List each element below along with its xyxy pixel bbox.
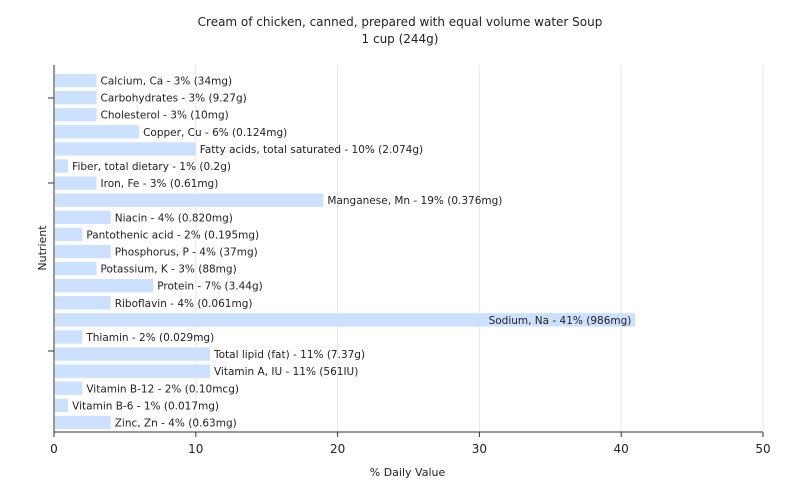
bar-label: Copper, Cu - 6% (0.124mg) <box>143 127 287 139</box>
bar <box>55 381 83 395</box>
bar-label: Potassium, K - 3% (88mg) <box>101 264 237 276</box>
bar <box>55 244 111 259</box>
bar-label: Cholesterol - 3% (10mg) <box>101 110 229 122</box>
x-tick-label: 40 <box>614 442 629 456</box>
bar-label: Thiamin - 2% (0.029mg) <box>85 332 214 344</box>
bar <box>55 125 140 139</box>
bar <box>55 347 210 361</box>
x-tick-label: 20 <box>330 442 345 456</box>
bar-label: Vitamin B-12 - 2% (0.10mcg) <box>86 383 239 395</box>
bar-label: Niacin - 4% (0.820mg) <box>115 212 233 224</box>
bar-label: Carbohydrates - 3% (9.27g) <box>101 93 247 105</box>
bar <box>55 313 636 327</box>
bar-label: Fatty acids, total saturated - 10% (2.07… <box>200 144 423 156</box>
bar-label: Manganese, Mn - 19% (0.376mg) <box>327 195 502 207</box>
bar-label: Riboflavin - 4% (0.061mg) <box>115 298 253 310</box>
bar <box>55 210 111 224</box>
bar <box>55 159 69 173</box>
bar <box>55 398 69 413</box>
bar <box>55 364 210 378</box>
bar-label: Phosphorus, P - 4% (37mg) <box>115 247 258 259</box>
y-axis-label: Nutrient <box>36 225 49 271</box>
bar-label: Vitamin A, IU - 11% (561IU) <box>214 366 358 378</box>
bar <box>55 108 97 122</box>
bar <box>55 90 97 105</box>
chart-title: Cream of chicken, canned, prepared with … <box>197 15 603 29</box>
bar <box>55 176 97 190</box>
bar-label: Zinc, Zn - 4% (0.63mg) <box>115 417 237 429</box>
bar-label: Calcium, Ca - 3% (34mg) <box>101 76 233 88</box>
bar <box>55 142 196 156</box>
bar-label: Sodium, Na - 41% (986mg) <box>489 315 632 327</box>
x-tick-label: 0 <box>50 442 58 456</box>
bar-label: Pantothenic acid - 2% (0.195mg) <box>86 229 259 241</box>
bar <box>55 330 83 344</box>
bar-label: Protein - 7% (3.44g) <box>157 281 263 293</box>
bar-label: Fiber, total dietary - 1% (0.2g) <box>72 161 231 173</box>
chart-subtitle: 1 cup (244g) <box>361 32 439 46</box>
bar-label: Vitamin B-6 - 1% (0.017mg) <box>72 400 219 412</box>
bar <box>55 73 97 88</box>
bar <box>55 193 324 207</box>
bar <box>55 279 154 293</box>
bar-label: Iron, Fe - 3% (0.61mg) <box>101 178 219 190</box>
bar <box>55 261 97 276</box>
bar <box>55 415 111 430</box>
bar <box>55 296 111 310</box>
x-tick-label: 30 <box>472 442 487 456</box>
bar <box>55 227 83 242</box>
bar-label: Total lipid (fat) - 11% (7.37g) <box>213 349 365 361</box>
x-tick-label: 10 <box>188 442 203 456</box>
x-tick-label: 50 <box>755 442 770 456</box>
x-axis-label: % Daily Value <box>370 466 446 479</box>
